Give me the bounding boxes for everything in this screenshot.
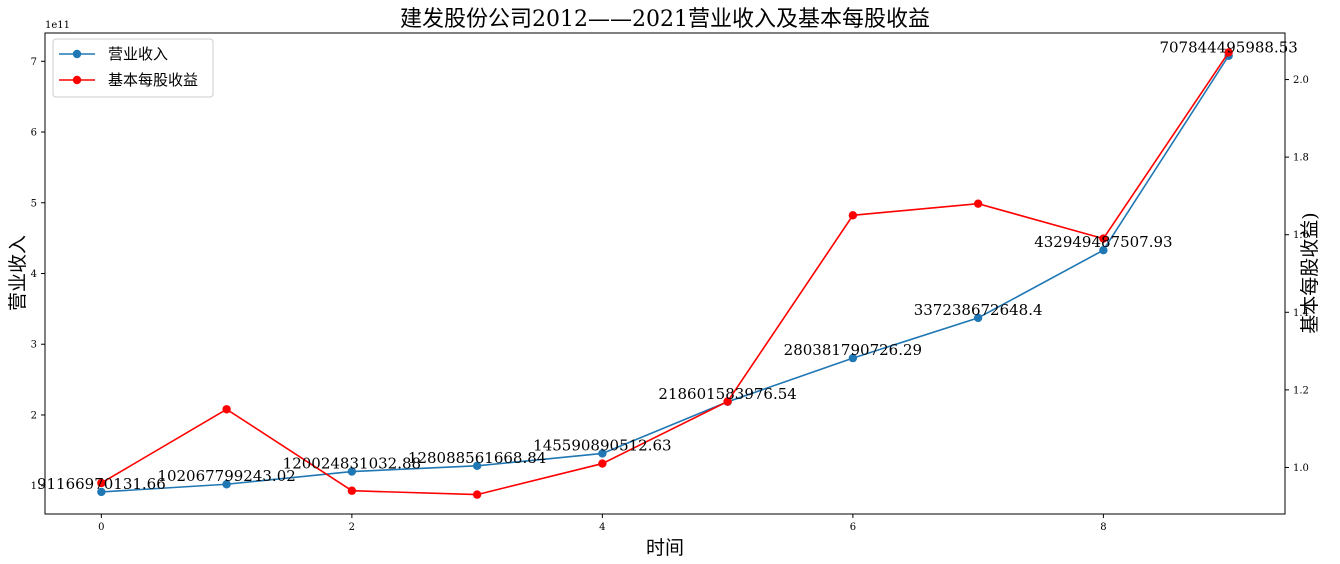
left-y-tick-label: 2 — [31, 410, 37, 421]
series-0-point — [222, 480, 231, 489]
x-axis-label: 时间 — [646, 537, 684, 559]
left-y-axis: 1 2 3 4 5 6 7 — [31, 57, 45, 492]
series-1-point — [848, 211, 858, 220]
series-1-point — [723, 397, 732, 406]
left-y-tick-label: 3 — [31, 340, 37, 351]
data-label: 218601583976.54 — [658, 385, 796, 403]
left-y-tick-label: 7 — [31, 57, 37, 68]
right-y-axis-label: 基本每股收益) — [1299, 212, 1321, 333]
series-1-point — [598, 459, 607, 468]
legend: 营业收入 基本每股收益 — [52, 38, 214, 98]
series-1-point — [222, 405, 231, 414]
series-0-point — [848, 353, 858, 363]
data-label: 120024831032.88 — [283, 455, 421, 473]
data-label: 432949487507.93 — [1034, 233, 1172, 251]
x-tick-label: 4 — [599, 522, 605, 533]
right-y-tick-label: 1.2 — [1293, 385, 1309, 396]
legend-label-revenue: 营业收入 — [108, 45, 168, 63]
right-y-tick-label: 1.0 — [1293, 463, 1309, 474]
x-axis: 0 2 4 6 8 — [98, 514, 1107, 533]
right-y-tick-label: 2.0 — [1293, 75, 1309, 86]
series-0-point — [973, 313, 983, 323]
series-1-point — [347, 486, 357, 495]
x-tick-label: 2 — [349, 522, 355, 533]
series-0-point — [472, 461, 482, 471]
left-y-axis-label: 营业收入 — [7, 235, 29, 311]
series-1-point — [1099, 234, 1108, 243]
series-0-point — [1099, 245, 1108, 255]
left-axis-offset-text: 1e11 — [45, 20, 70, 31]
series-1-point — [1224, 48, 1233, 57]
right-y-tick-label: 1.8 — [1293, 153, 1309, 164]
data-label: 280381790726.29 — [784, 341, 922, 359]
left-y-tick-label: 4 — [31, 269, 37, 280]
series-1-point — [97, 478, 106, 488]
data-label: 337238672648.4 — [914, 301, 1043, 319]
chart-title: 建发股份公司2012——2021营业收入及基本每股收益 — [400, 7, 930, 32]
legend-marker-eps — [72, 75, 82, 85]
x-tick-label: 0 — [98, 522, 104, 533]
series-line-1 — [100, 51, 1230, 496]
data-label: 707844495988.53 — [1159, 39, 1297, 57]
series-layer: 91166970131.66102067799243.0212002483103… — [37, 39, 1298, 499]
series-0-point — [347, 467, 357, 476]
right-y-tick-label: 1.4 — [1293, 308, 1309, 319]
data-label: 91166970131.66 — [37, 475, 166, 493]
x-tick-label: 8 — [1100, 522, 1106, 533]
right-y-axis: 1.0 1.2 1.4 1.6 1.8 2.0 — [1285, 75, 1309, 474]
x-tick-label: 6 — [850, 522, 856, 533]
series-1-point — [973, 199, 983, 208]
series-0-point — [97, 487, 106, 497]
data-label: 128088561668.84 — [408, 449, 546, 467]
data-label: 145590890512.63 — [533, 436, 671, 454]
legend-marker-revenue — [72, 49, 82, 59]
left-y-tick-label: 5 — [31, 198, 37, 209]
legend-label-eps: 基本每股收益 — [108, 71, 198, 89]
left-y-tick-label: 1 — [31, 481, 37, 492]
series-0-point — [598, 449, 607, 458]
series-1-point — [472, 490, 482, 499]
series-line-0 — [101, 55, 1230, 493]
right-y-tick-label: 1.6 — [1293, 230, 1309, 241]
left-y-tick-label: 6 — [31, 128, 37, 139]
data-label: 102067799243.02 — [157, 467, 295, 485]
